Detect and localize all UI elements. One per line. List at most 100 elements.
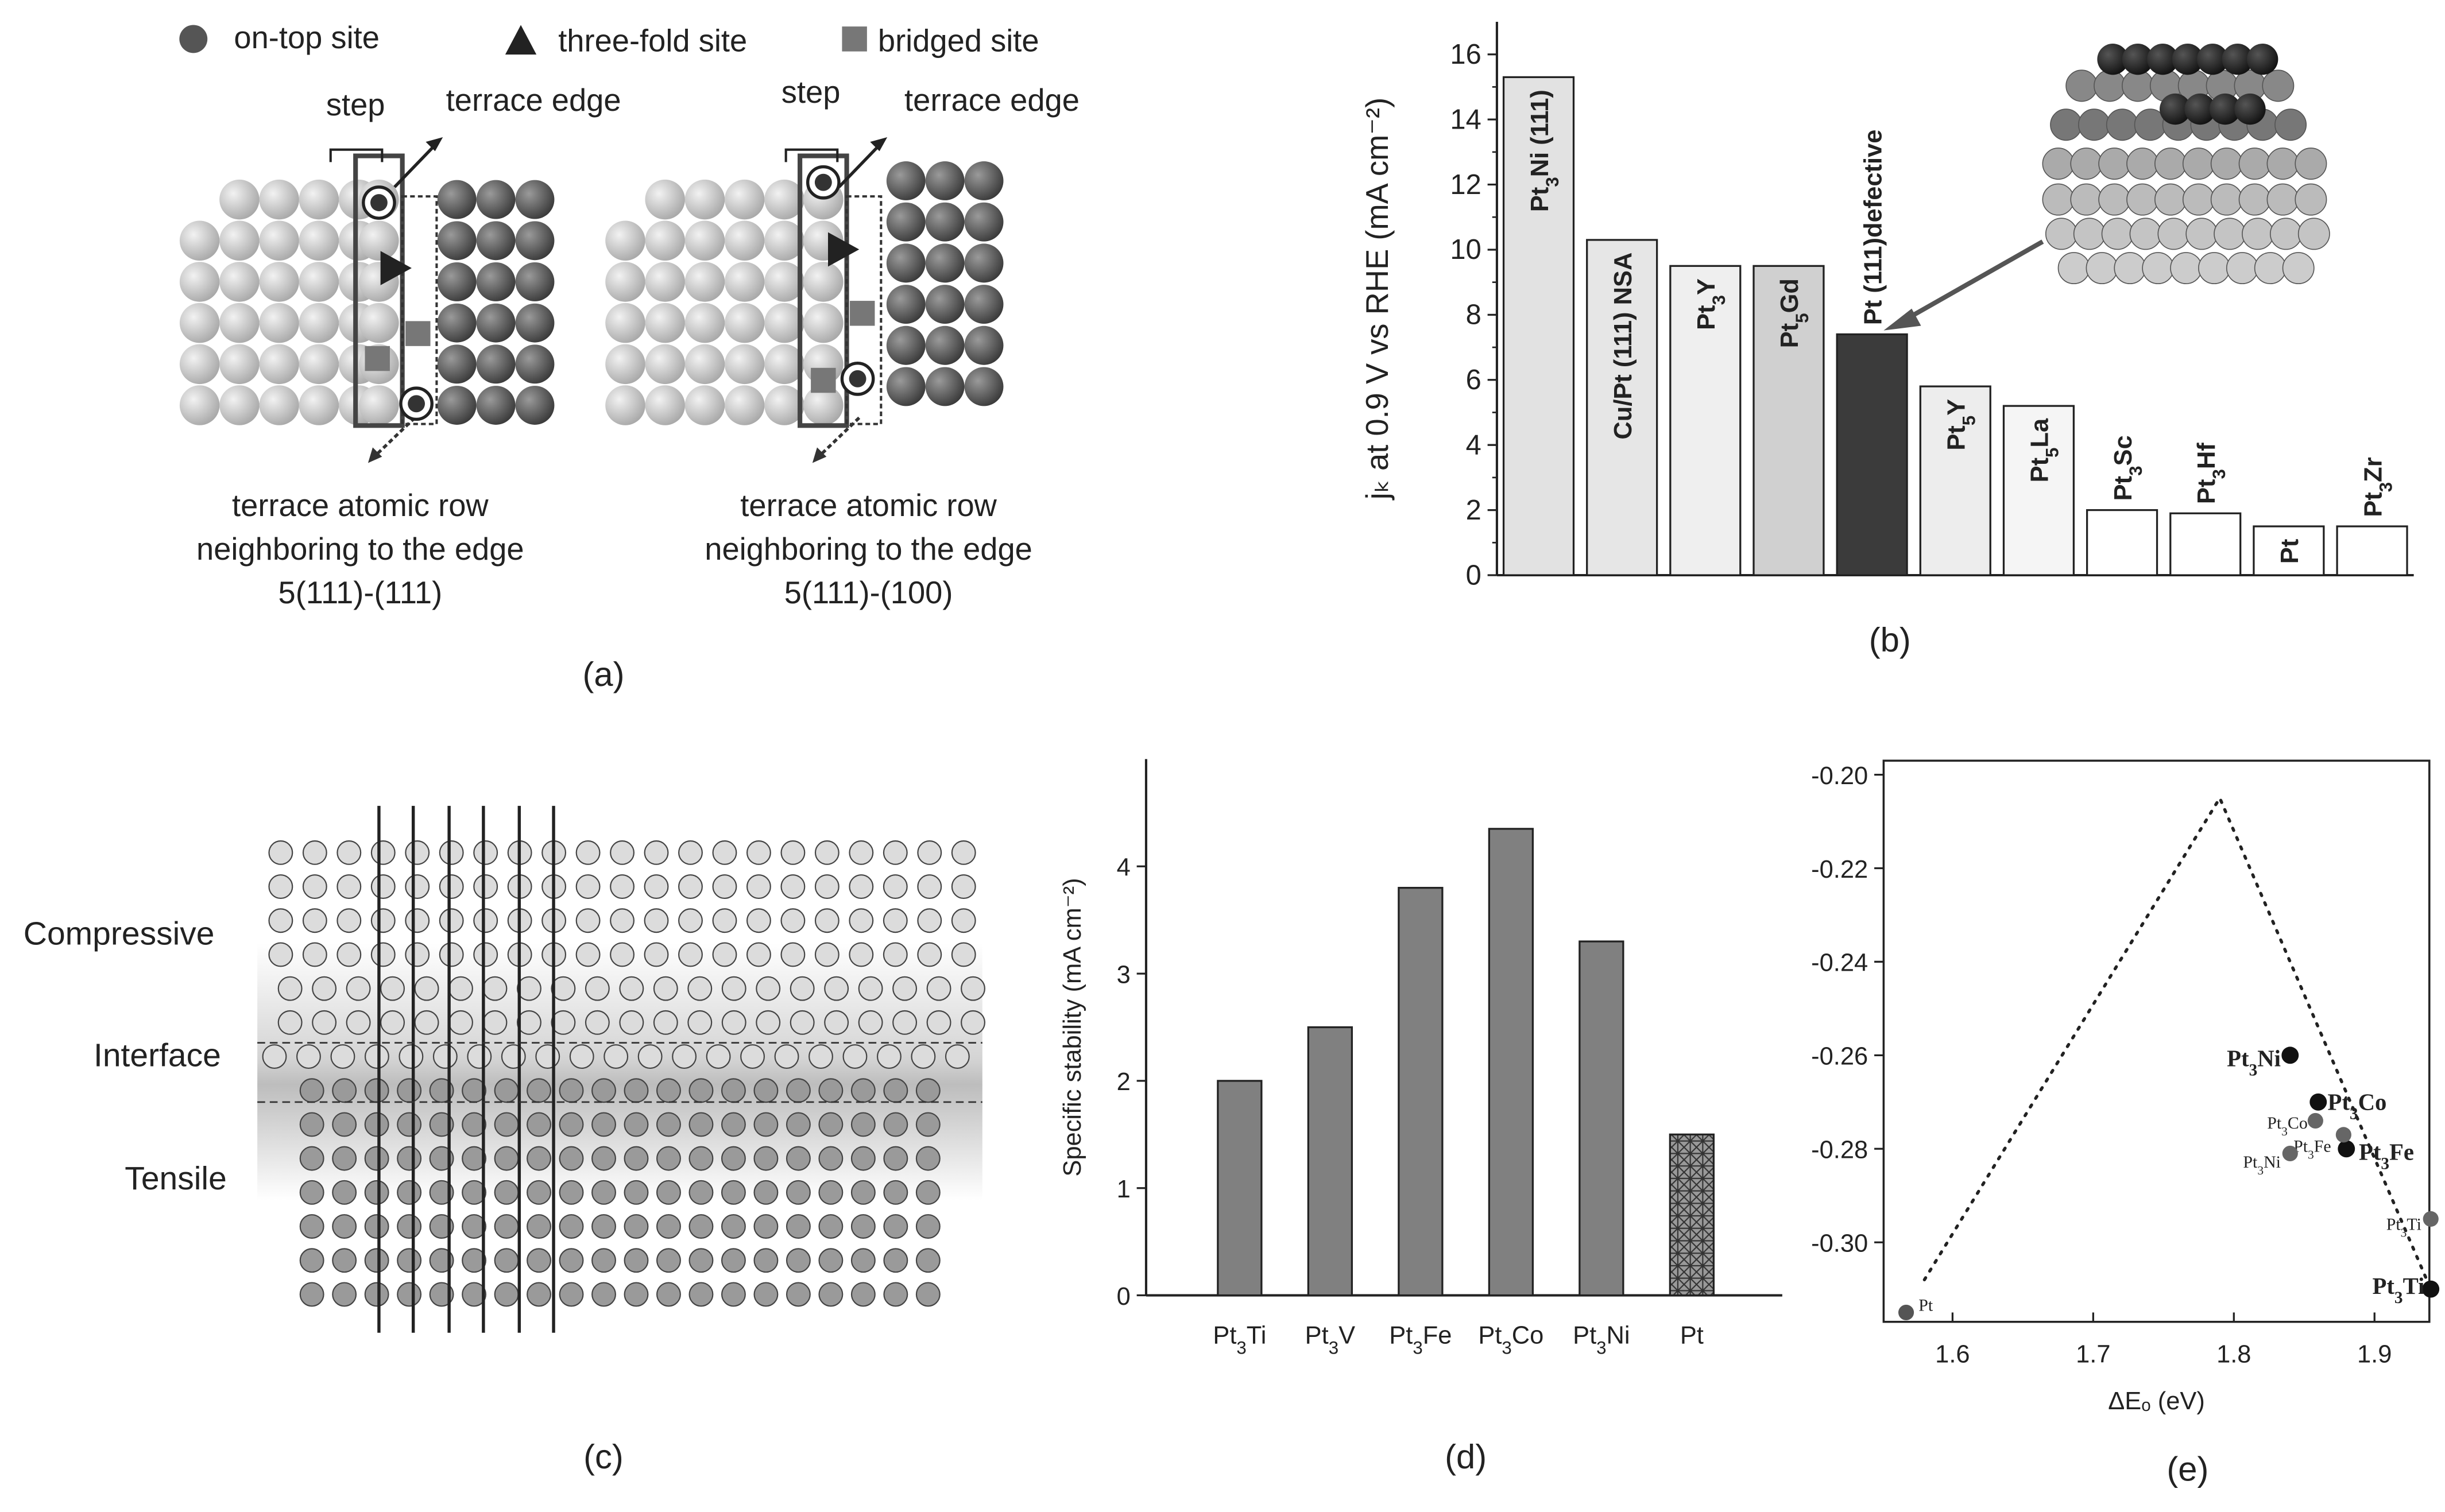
- decoration: [2042, 148, 2075, 180]
- decoration: [559, 1248, 584, 1273]
- decoration: [850, 1180, 876, 1205]
- decoration: [780, 874, 806, 900]
- decoration: [624, 1282, 649, 1307]
- decoration: [656, 1146, 681, 1171]
- decoration: [2242, 218, 2274, 250]
- step-label: step: [326, 87, 385, 122]
- decoration: [405, 874, 430, 900]
- point: [2335, 1127, 2351, 1143]
- decoration: [724, 385, 765, 425]
- decoration: [370, 194, 388, 211]
- decoration: [397, 1146, 422, 1171]
- decoration: [302, 840, 327, 865]
- decoration: [365, 346, 390, 371]
- decoration: [346, 976, 371, 1001]
- bar: [1307, 1026, 1353, 1297]
- decoration: [2247, 44, 2278, 75]
- decoration: [2266, 148, 2299, 180]
- decoration: [575, 874, 601, 900]
- decoration: [429, 1214, 454, 1239]
- decoration: [462, 1180, 487, 1205]
- y-tick-label: -0.28: [1811, 1137, 1868, 1164]
- decoration: [527, 1078, 551, 1103]
- decoration: [850, 1214, 876, 1239]
- decoration: [925, 161, 965, 200]
- decoration: [964, 243, 1004, 283]
- point: [2309, 1093, 2327, 1111]
- caption-line: terrace atomic row: [740, 488, 997, 523]
- decoration: [753, 1282, 779, 1307]
- decoration: [678, 942, 703, 967]
- decoration: [814, 173, 832, 191]
- decoration: [721, 1282, 746, 1307]
- decoration: [262, 1044, 287, 1069]
- decoration: [219, 179, 260, 220]
- trend-line: [1922, 794, 2432, 1291]
- decoration: [302, 874, 327, 900]
- decoration: [1882, 759, 2431, 1323]
- decoration: [786, 1180, 811, 1205]
- decoration: [2210, 183, 2243, 216]
- decoration: [951, 874, 976, 900]
- y-tick-label: -0.30: [1811, 1230, 1868, 1258]
- caption-line: terrace atomic row: [232, 488, 489, 523]
- decoration: [299, 1112, 324, 1137]
- decoration: [515, 180, 555, 219]
- decoration: [2254, 252, 2287, 285]
- decoration: [299, 303, 339, 343]
- decoration: [408, 395, 425, 413]
- decoration: [915, 1180, 941, 1205]
- decoration: [883, 1180, 908, 1205]
- decoration: [494, 1180, 519, 1205]
- decoration: [299, 1146, 324, 1171]
- decoration: [838, 142, 883, 188]
- y-tick-label: -0.24: [1811, 949, 1868, 977]
- decoration: [259, 179, 299, 220]
- decoration: [219, 220, 260, 261]
- panel-label: (b): [1869, 621, 1911, 659]
- y-tick-label: -0.20: [1811, 762, 1868, 790]
- decoration: [656, 1180, 681, 1205]
- decoration: [656, 1248, 681, 1273]
- decoration: [429, 1078, 454, 1103]
- decoration: [917, 908, 942, 933]
- decoration: [656, 1214, 681, 1239]
- decoration: [179, 303, 220, 343]
- decoration: [2126, 148, 2159, 180]
- decoration: [2154, 148, 2187, 180]
- decoration: [2262, 69, 2295, 102]
- point: [2422, 1280, 2440, 1298]
- decoration: [818, 1078, 844, 1103]
- decoration: [951, 908, 976, 933]
- decoration: [814, 908, 839, 933]
- point-label: Pt3Co: [2328, 1089, 2387, 1123]
- decoration: [653, 976, 678, 1001]
- region-label: Compressive: [24, 916, 215, 952]
- decoration: [850, 1248, 876, 1273]
- decoration: [2154, 183, 2187, 216]
- decoration: [811, 367, 836, 393]
- decoration: [329, 148, 384, 162]
- decoration: [915, 1282, 941, 1307]
- decoration: [299, 1180, 324, 1205]
- decoration: [299, 385, 339, 425]
- decoration: [516, 1010, 541, 1035]
- decoration: [364, 1180, 389, 1205]
- decoration: [2238, 183, 2271, 216]
- decoration: [656, 1112, 681, 1137]
- decoration: [850, 301, 875, 326]
- decoration: [645, 344, 685, 385]
- decoration: [818, 1146, 844, 1171]
- y-tick-label: 1: [1117, 1176, 1131, 1203]
- decoration: [2050, 108, 2083, 141]
- decoration: [724, 344, 765, 385]
- decoration: [591, 1214, 616, 1239]
- caption-line: 5(111)-(100): [784, 575, 953, 610]
- decoration: [883, 874, 908, 900]
- decoration: [476, 303, 516, 343]
- x-axis-title: ΔEₒ (eV): [2108, 1387, 2205, 1415]
- decoration: [645, 303, 685, 343]
- x-tick-label: 1.9: [2357, 1340, 2392, 1368]
- decoration: [370, 840, 396, 865]
- decoration: [624, 1248, 649, 1273]
